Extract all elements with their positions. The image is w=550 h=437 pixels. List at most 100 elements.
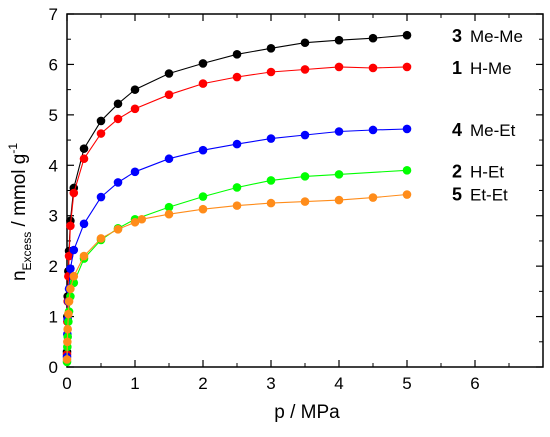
y-tick-label: 6 [49, 55, 58, 74]
data-point [66, 221, 75, 231]
data-point [64, 309, 73, 319]
series-label-number: 3 [452, 26, 462, 46]
data-point [79, 154, 89, 164]
data-point [266, 134, 276, 143]
y-tick-label: 0 [49, 358, 58, 377]
series-h-et [62, 166, 412, 367]
y-axis-title-main: n [9, 270, 30, 281]
series-label-me-et: 4 Me-Et [452, 120, 516, 140]
y-tick-label: 5 [49, 106, 58, 125]
data-point [113, 178, 123, 187]
data-point [69, 188, 79, 198]
data-point [232, 183, 242, 192]
data-point [368, 125, 378, 135]
series-label-et-et: 5 Et-Et [452, 185, 508, 205]
data-point [113, 114, 123, 124]
data-point [79, 251, 89, 261]
x-tick-label: 4 [334, 374, 343, 393]
series-line [66, 128, 408, 357]
series-label-name: Et-Et [470, 186, 508, 205]
data-point [66, 264, 75, 273]
series-label-number: 5 [452, 185, 462, 205]
data-point [63, 337, 72, 347]
data-point [164, 154, 174, 164]
data-point [130, 167, 140, 177]
data-point [96, 129, 106, 138]
data-point [266, 43, 276, 53]
data-point [64, 297, 74, 306]
data-point [402, 62, 412, 72]
data-point [113, 99, 123, 109]
data-point [96, 234, 106, 243]
data-point [368, 193, 378, 202]
data-point [300, 172, 310, 181]
axes: 0 1 2 3 4 5 6 0 1 2 3 4 5 6 7 [49, 5, 544, 393]
data-point [64, 251, 74, 261]
data-point [402, 124, 412, 134]
x-tick-label: 3 [266, 374, 275, 393]
data-point [334, 127, 344, 136]
series-line [66, 193, 408, 360]
data-point [130, 104, 140, 114]
series-label-number: 2 [452, 161, 462, 181]
series-et-et [62, 190, 412, 364]
series-labels: 3 Me-Me 1 H-Me 4 Me-Et 2 H-Et 5 Et-Et [452, 26, 523, 204]
data-point [334, 170, 344, 179]
data-point [334, 35, 344, 45]
data-point [402, 190, 412, 199]
data-point [198, 59, 208, 68]
data-point [232, 139, 242, 149]
y-tick-label: 4 [49, 156, 58, 175]
data-point [232, 72, 242, 82]
y-axis-title-subscript: Excess [20, 232, 34, 271]
series-label-number: 1 [452, 58, 462, 78]
data-point [113, 225, 123, 234]
data-point [402, 30, 412, 40]
data-point [334, 195, 344, 205]
data-point [96, 192, 106, 202]
data-point [69, 245, 79, 255]
data-point [266, 67, 276, 77]
data-point [69, 271, 79, 281]
x-axis-title: p / MPa [274, 402, 340, 423]
data-point [62, 355, 72, 364]
x-tick-label: 0 [62, 374, 71, 393]
y-axis-title: nExcess / mmol g-1 [6, 143, 34, 281]
data-point [164, 209, 174, 219]
y-tick-label: 2 [49, 257, 58, 276]
x-tick-label: 2 [198, 374, 207, 393]
y-tick-label: 1 [49, 308, 58, 327]
data-point [130, 217, 140, 227]
data-point [96, 116, 106, 126]
series-label-name: H-Me [470, 59, 512, 78]
data-point [198, 145, 208, 155]
y-tick-label: 7 [49, 5, 58, 24]
y-axis-title-superscript: -1 [6, 143, 20, 154]
x-tick-label: 5 [402, 374, 411, 393]
series-line [66, 34, 408, 352]
data-point [164, 202, 174, 212]
series-label-number: 4 [452, 120, 462, 140]
data-point [137, 214, 147, 224]
data-point [79, 144, 89, 153]
data-point [79, 219, 89, 229]
data-point [198, 79, 208, 88]
series-label-name: Me-Me [470, 27, 523, 46]
series-label-name: Me-Et [470, 121, 516, 140]
series-label-me-me: 3 Me-Me [452, 26, 523, 46]
data-point [164, 90, 174, 99]
data-point [334, 62, 344, 72]
data-point [300, 38, 310, 48]
data-point [300, 65, 310, 74]
series-label-name: H-Et [470, 162, 504, 181]
series-me-et [62, 124, 412, 362]
series-label-h-me: 1 H-Me [452, 58, 512, 78]
data-point [368, 63, 378, 73]
data-point [63, 324, 72, 334]
data-point [402, 166, 412, 175]
data-point [66, 284, 75, 294]
data-point [198, 204, 208, 214]
data-point [300, 130, 310, 140]
data-point [198, 192, 208, 201]
